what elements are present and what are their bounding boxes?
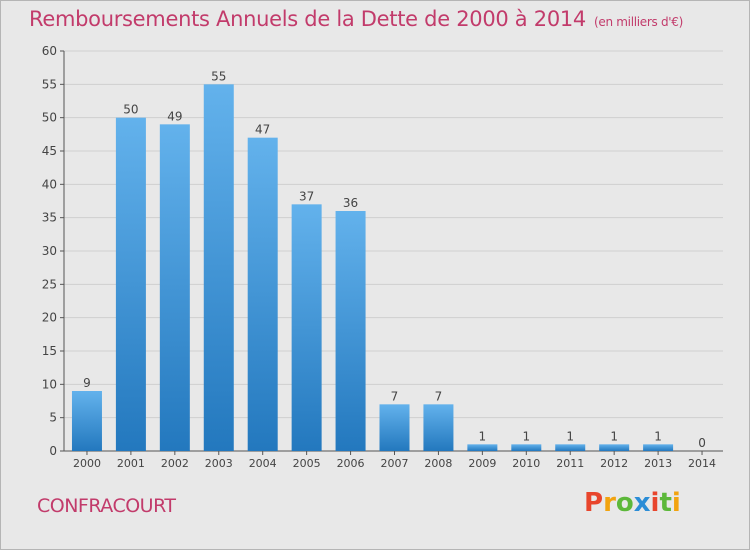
x-tick-label-2012: 2012 <box>600 457 628 470</box>
x-tick-label-2006: 2006 <box>337 457 365 470</box>
logo-letter: x <box>633 488 651 518</box>
bar-2003 <box>203 84 234 451</box>
bar-2000 <box>71 391 102 451</box>
y-tick-label: 20 <box>42 311 57 325</box>
value-label-2004: 47 <box>255 123 270 137</box>
x-tick-label-2013: 2013 <box>644 457 672 470</box>
y-tick-label: 55 <box>42 77 57 91</box>
bar-2001 <box>115 117 146 452</box>
logo-letter: i <box>671 488 681 518</box>
value-label-2003: 55 <box>211 69 226 83</box>
chart-title-text: Remboursements Annuels de la Dette de 20… <box>29 7 586 31</box>
logo-letter: t <box>659 488 672 518</box>
y-tick-label: 10 <box>42 377 57 391</box>
logo-letter: o <box>615 488 634 518</box>
bar-2005 <box>291 204 322 451</box>
chart-unit: (en milliers d'€) <box>594 15 684 29</box>
bar-2006 <box>335 211 366 451</box>
bar-2007 <box>379 404 410 451</box>
x-tick-label-2010: 2010 <box>512 457 540 470</box>
x-tick-label-2011: 2011 <box>556 457 584 470</box>
bar-2010 <box>511 444 542 451</box>
bar-2009 <box>467 444 498 451</box>
x-tick-label-2007: 2007 <box>381 457 409 470</box>
value-label-2006: 36 <box>343 196 358 210</box>
value-label-2000: 9 <box>83 376 91 390</box>
logo-letter: r <box>603 488 616 518</box>
value-label-2001: 50 <box>123 103 138 117</box>
logo-letter: P <box>584 488 604 518</box>
x-tick-label-2005: 2005 <box>293 457 321 470</box>
x-tick-label-2000: 2000 <box>73 457 101 470</box>
logo-letter: i <box>650 488 660 518</box>
chart-title: Remboursements Annuels de la Dette de 20… <box>29 7 683 31</box>
y-tick-label: 35 <box>42 211 57 225</box>
value-label-2010: 1 <box>522 429 530 443</box>
bars <box>71 84 674 452</box>
bar-2008 <box>423 404 454 451</box>
x-tick-label-2004: 2004 <box>249 457 277 470</box>
y-tick-label: 60 <box>42 44 57 58</box>
value-label-2005: 37 <box>299 189 314 203</box>
y-tick-label: 5 <box>49 411 57 425</box>
y-tick-label: 15 <box>42 344 57 358</box>
y-tick-label: 45 <box>42 144 57 158</box>
value-label-2007: 7 <box>391 389 399 403</box>
labels: 0510152025303540455055609200050200149200… <box>42 44 716 470</box>
y-tick-label: 30 <box>42 244 57 258</box>
value-label-2014: 0 <box>698 436 706 450</box>
y-tick-label: 25 <box>42 277 57 291</box>
y-tick-label: 0 <box>49 444 57 458</box>
bar-2011 <box>555 444 586 451</box>
value-label-2012: 1 <box>610 429 618 443</box>
bar-2002 <box>159 124 190 451</box>
y-tick-label: 40 <box>42 177 57 191</box>
x-tick-label-2009: 2009 <box>468 457 496 470</box>
x-tick-label-2014: 2014 <box>688 457 716 470</box>
bar-2012 <box>599 444 630 451</box>
value-label-2013: 1 <box>654 429 662 443</box>
value-label-2011: 1 <box>566 429 574 443</box>
value-label-2002: 49 <box>167 109 182 123</box>
x-tick-label-2001: 2001 <box>117 457 145 470</box>
value-label-2009: 1 <box>479 429 487 443</box>
commune-name: CONFRACOURT <box>37 495 176 517</box>
x-tick-label-2002: 2002 <box>161 457 189 470</box>
proxiti-logo: Proxiti <box>584 488 681 518</box>
bar-2004 <box>247 137 278 451</box>
value-label-2008: 7 <box>435 389 443 403</box>
bar-2013 <box>643 444 674 451</box>
x-tick-label-2008: 2008 <box>424 457 452 470</box>
y-tick-label: 50 <box>42 111 57 125</box>
x-tick-label-2003: 2003 <box>205 457 233 470</box>
bar-chart: 0510152025303540455055609200050200149200… <box>42 44 723 470</box>
